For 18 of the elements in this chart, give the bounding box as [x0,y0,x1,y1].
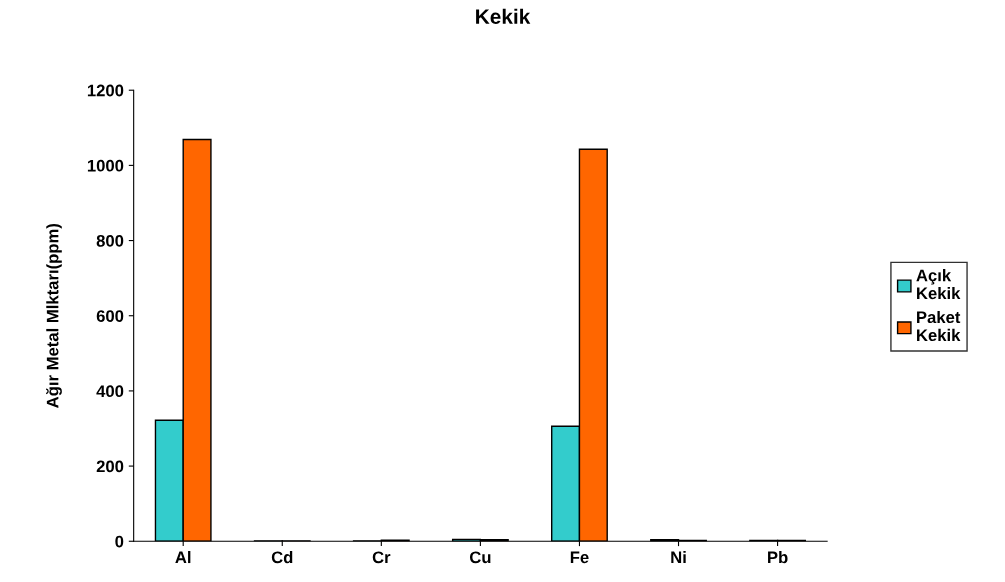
chart-title: Kekik [476,8,531,25]
y-axis-title: Ağır Metal Mlktarı(ppm) [46,223,62,408]
x-tick-label: Cu [469,551,491,564]
x-tick-label: Cd [271,550,293,564]
y-tick-label: 600 [96,310,124,322]
x-tick-label: Fe [570,551,589,564]
y-tick-label: 200 [96,460,124,473]
y-tick-label: 1000 [87,159,124,172]
x-tick-label: Ni [671,550,686,564]
x-tick-label: Pb [768,550,788,564]
y-tick-label: 800 [96,234,124,247]
y-tick-label: 0 [115,535,124,548]
legend-label: Açık Kekik [916,269,961,300]
y-tick-label: 1200 [87,84,124,97]
y-tick-label: 400 [96,385,124,398]
legend-label: Paket Kekik [917,310,961,342]
x-tick-label: Al [175,550,191,564]
x-tick-label: Cr [372,551,391,564]
